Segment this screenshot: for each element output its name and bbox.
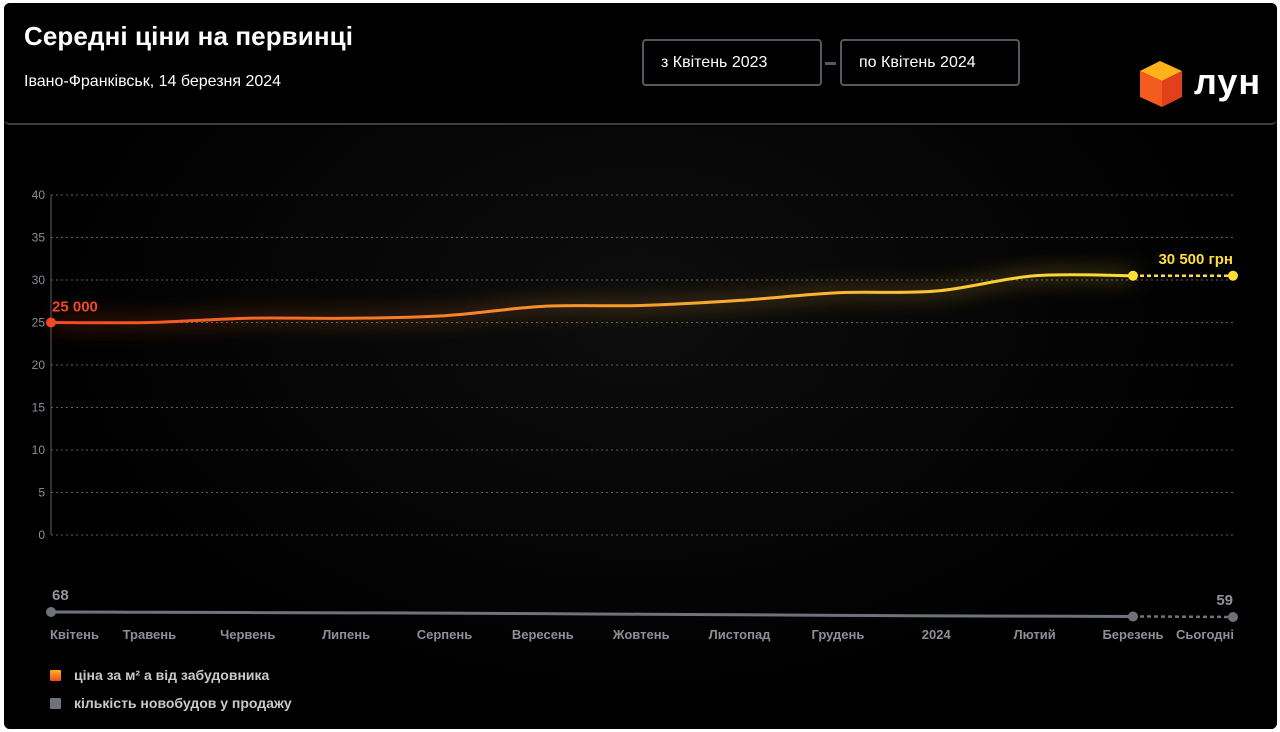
- x-tick-label: Травень: [123, 627, 177, 642]
- chart-area: 0 5 10 15 20 25 30 35 40 25 000 30 500 грн 68 59 К…: [4, 127, 1277, 729]
- price-end-label: 30 500 грн: [1158, 251, 1233, 268]
- price-start-point: [46, 317, 56, 328]
- logo-text: лун: [1194, 61, 1262, 102]
- y-tick-label: 20: [32, 358, 46, 372]
- x-tick-label: Листопад: [709, 627, 772, 642]
- count-start-label: 68: [52, 587, 69, 604]
- legend-item-count[interactable]: кількість новобудов у продажу: [50, 695, 292, 711]
- x-tick-label: Квітень: [50, 627, 99, 642]
- legend-swatch-price: [50, 669, 61, 681]
- y-tick-label: 0: [38, 528, 45, 542]
- x-tick-label: Серпень: [417, 627, 473, 642]
- price-today-point: [1228, 270, 1238, 281]
- y-tick-label: 40: [32, 188, 46, 202]
- page-title: Середні ціни на первинці: [24, 21, 354, 51]
- y-tick-label: 35: [32, 231, 46, 245]
- x-tick-label: Сьогодні: [1176, 627, 1234, 642]
- lun-logo-cube-icon: [1140, 61, 1182, 107]
- date-range-dash: [825, 62, 836, 65]
- x-tick-label: Червень: [220, 627, 275, 642]
- y-tick-label: 5: [38, 486, 45, 500]
- price-line: [50, 273, 1134, 325]
- count-forecast-line: [1132, 615, 1234, 619]
- price-current-point: [1128, 270, 1138, 281]
- count-current-point: [1128, 611, 1138, 622]
- legend-item-price[interactable]: ціна за м² а від забудовника: [50, 667, 269, 683]
- x-tick-label: Вересень: [512, 627, 574, 642]
- x-tick-label: 2024: [922, 627, 952, 642]
- date-to-select[interactable]: по Квітень 2024: [840, 39, 1020, 86]
- count-line: [50, 610, 1134, 618]
- count-start-point: [46, 607, 56, 617]
- legend-label-count: кількість новобудов у продажу: [74, 695, 292, 711]
- app-frame: Середні ціни на первинці Івано-Франківсь…: [4, 3, 1277, 729]
- y-tick-label: 25: [32, 316, 46, 330]
- x-tick-label: Жовтень: [612, 627, 670, 642]
- page-subtitle: Івано-Франківськ, 14 березня 2024: [24, 73, 282, 90]
- x-tick-label: Грудень: [811, 627, 864, 642]
- x-tick-label: Липень: [322, 627, 370, 642]
- legend-label-price: ціна за м² а від забудовника: [74, 667, 270, 683]
- count-today-point: [1228, 612, 1238, 622]
- x-tick-label: Лютий: [1014, 627, 1056, 642]
- x-tick-label: Березень: [1102, 627, 1163, 642]
- y-tick-label: 15: [32, 401, 46, 415]
- y-tick-label: 10: [32, 443, 46, 457]
- date-from-select[interactable]: з Квітень 2023: [642, 39, 822, 86]
- count-end-label: 59: [1216, 592, 1233, 609]
- y-tick-label: 30: [32, 273, 46, 287]
- header: Середні ціни на первинці Івано-Франківсь…: [4, 3, 1277, 125]
- legend-swatch-count: [50, 697, 61, 709]
- price-start-label: 25 000: [52, 299, 98, 316]
- price-chart: 0 5 10 15 20 25 30 35 40 25 000 30 500 грн 68 59 К…: [32, 188, 1238, 642]
